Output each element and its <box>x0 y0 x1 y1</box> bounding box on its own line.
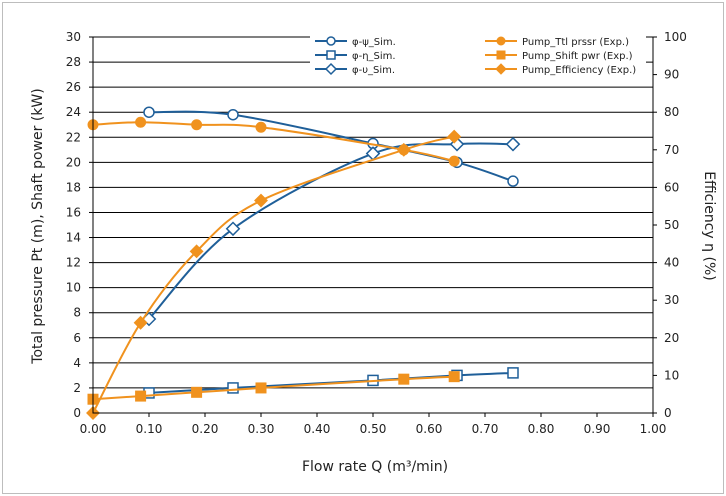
legend-marker-5 <box>495 63 507 75</box>
y2-tick-label: 60 <box>664 180 679 194</box>
data-point-series-4 <box>398 373 410 385</box>
y-tick-label: 26 <box>66 80 81 94</box>
y-tick-label: 6 <box>73 331 81 345</box>
data-point-series-4 <box>448 371 460 383</box>
legend-marker-2 <box>324 62 338 76</box>
data-point-series-5 <box>189 244 204 259</box>
data-point-series-4 <box>255 382 267 394</box>
y2-tick-label: 100 <box>664 30 687 44</box>
data-point-series-3 <box>448 155 460 167</box>
data-point-series-3 <box>135 116 147 128</box>
y2-tick-label: 30 <box>664 293 679 307</box>
legend-label-1: φ-η_Sim. <box>352 51 396 62</box>
legend-label-4: Pump_Shift pwr (Exp.) <box>522 51 633 62</box>
y2-tick-label: 10 <box>664 368 679 382</box>
y-tick-label: 30 <box>66 30 81 44</box>
y2-tick-label: 20 <box>664 331 679 345</box>
data-point-series-2 <box>505 136 521 152</box>
y-tick-label: 2 <box>73 381 81 395</box>
y2-axis-title: Efficiency η (%) <box>701 171 717 280</box>
y-tick-label: 8 <box>73 306 81 320</box>
y-tick-label: 24 <box>66 105 81 119</box>
data-point-series-4 <box>135 390 147 402</box>
data-point-series-3 <box>255 121 267 133</box>
x-tick-label: 0.90 <box>584 422 611 436</box>
series-line-0 <box>148 110 514 183</box>
x-tick-label: 0.00 <box>80 422 107 436</box>
x-axis-title: Flow rate Q (m³/min) <box>302 459 448 475</box>
legend-label-2: φ-υ_Sim. <box>352 65 395 76</box>
y-tick-label: 12 <box>66 256 81 270</box>
data-point-series-0 <box>507 175 519 187</box>
y-tick-label: 22 <box>66 130 81 144</box>
data-point-series-5 <box>133 315 148 330</box>
tick-labels: 0246810121416182022242628300102030405060… <box>66 30 687 436</box>
legend-label-0: φ-ψ_Sim. <box>352 37 396 48</box>
y-tick-label: 20 <box>66 155 81 169</box>
y-tick-label: 4 <box>73 356 81 370</box>
y-tick-label: 16 <box>66 205 81 219</box>
data-point-series-3 <box>191 119 203 131</box>
x-tick-label: 0.10 <box>136 422 163 436</box>
legend-label-5: Pump_Efficiency (Exp.) <box>522 65 636 76</box>
y-tick-label: 28 <box>66 55 81 69</box>
data-point-series-0 <box>227 108 239 121</box>
y2-tick-label: 80 <box>664 105 679 119</box>
data-point-series-2 <box>225 221 241 237</box>
y2-tick-label: 40 <box>664 256 679 270</box>
legend-box <box>310 34 646 80</box>
y-tick-label: 18 <box>66 180 81 194</box>
data-point-series-5 <box>447 129 462 144</box>
legend-marker-1 <box>326 50 336 60</box>
y2-tick-label: 90 <box>664 68 679 82</box>
data-point-series-5 <box>396 142 411 157</box>
x-tick-label: 1.00 <box>640 422 667 436</box>
x-tick-label: 0.30 <box>248 422 275 436</box>
x-tick-label: 0.20 <box>192 422 219 436</box>
x-tick-label: 0.70 <box>472 422 499 436</box>
y-axis-title: Total pressure Pt (m), Shaft power (kW) <box>30 88 46 364</box>
y-tick-label: 14 <box>66 231 81 245</box>
legend-marker-4 <box>496 50 506 60</box>
x-tick-label: 0.60 <box>416 422 443 436</box>
data-point-series-1 <box>227 382 239 394</box>
legend-label-3: Pump_Ttl prssr (Exp.) <box>522 37 629 48</box>
data-point-series-4 <box>191 386 203 398</box>
legend-marker-3 <box>496 36 506 46</box>
data-point-series-5 <box>254 193 268 208</box>
data-point-series-1 <box>507 367 519 379</box>
y2-tick-label: 50 <box>664 218 679 232</box>
axes <box>89 36 657 417</box>
legend-marker-0 <box>326 36 336 46</box>
y-tick-label: 0 <box>73 406 81 420</box>
x-tick-label: 0.50 <box>360 422 387 436</box>
legend: φ-ψ_Sim. φ-η_Sim. φ-υ_Sim. Pump_Ttl prssr (… <box>310 34 646 80</box>
series-layer <box>86 106 521 420</box>
x-tick-label: 0.40 <box>304 422 331 436</box>
y2-tick-label: 0 <box>664 406 672 420</box>
data-point-series-0 <box>143 106 155 118</box>
y-tick-label: 10 <box>66 281 81 295</box>
y2-tick-label: 70 <box>664 143 679 157</box>
grid-lines <box>93 61 653 389</box>
x-tick-label: 0.80 <box>528 422 555 436</box>
